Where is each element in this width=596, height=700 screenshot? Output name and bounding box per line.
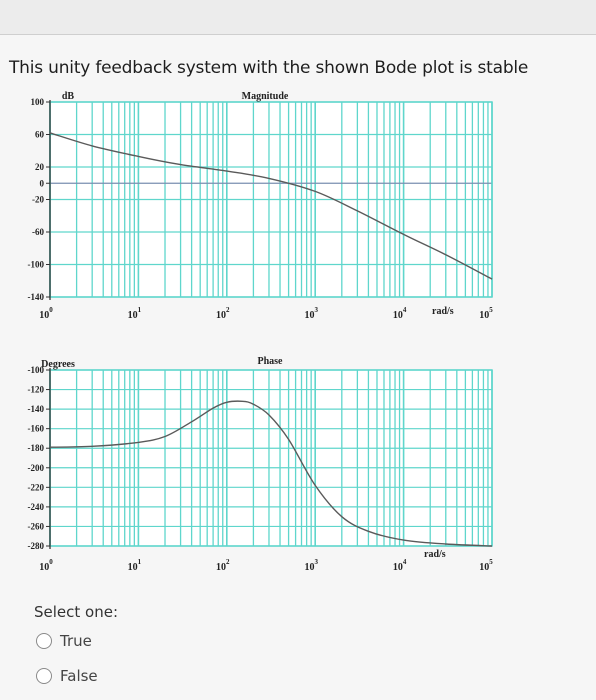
magnitude-y-tick-label: 100: [31, 97, 45, 107]
magnitude-title: Magnitude: [242, 91, 289, 102]
phase-y-label: Degrees: [41, 359, 75, 370]
magnitude-y-tick-label: -100: [28, 260, 45, 270]
phase-x-tick-label: 102: [216, 558, 230, 573]
window-top-strip: [0, 0, 596, 35]
phase-y-tick-label: -240: [28, 502, 45, 512]
phase-x-tick-label: 100: [39, 558, 53, 573]
magnitude-y-tick-label: -140: [28, 292, 45, 302]
phase-x-tick-label: 104: [393, 558, 407, 573]
magnitude-x-tick-label: 105: [479, 306, 493, 321]
magnitude-y-tick-label: -20: [32, 195, 44, 205]
magnitude-x-tick-label: 101: [128, 306, 142, 321]
phase-y-tick-label: -280: [28, 541, 45, 551]
option-true[interactable]: True: [36, 632, 92, 650]
phase-y-tick-label: -140: [28, 404, 45, 414]
phase-y-tick-label: -220: [28, 482, 45, 492]
phase-x-tick-label: 101: [128, 558, 142, 573]
bode-plot: 100 60 20 0 -20 -60 -100 -140 100 101 102 103 104 105…: [28, 91, 494, 573]
phase-x-unit-label: rad/s: [424, 549, 446, 560]
select-one-label: Select one:: [34, 603, 119, 621]
phase-y-tick-label: -160: [28, 424, 45, 434]
magnitude-curve: [49, 132, 493, 280]
phase-y-tick-label: -180: [28, 443, 45, 453]
magnitude-y-tick-label: -60: [32, 227, 44, 237]
phase-plot-area: [50, 370, 492, 546]
phase-x-tick-label: 105: [479, 558, 493, 573]
magnitude-y-tick-label: 60: [35, 130, 45, 140]
magnitude-y-tick-label: 0: [40, 178, 45, 188]
radio-true[interactable]: [36, 633, 52, 649]
magnitude-y-tick-label: 20: [35, 162, 45, 172]
phase-y-tick-label: -100: [28, 365, 45, 375]
phase-y-tick-label: -260: [28, 521, 45, 531]
magnitude-y-label: dB: [62, 91, 75, 102]
magnitude-x-unit-label: rad/s: [432, 306, 454, 317]
phase-y-tick-label: -200: [28, 463, 45, 473]
magnitude-x-tick-label: 103: [304, 306, 318, 321]
phase-curve: [49, 400, 493, 547]
question-text: This unity feedback system with the show…: [9, 58, 529, 78]
option-false-label: False: [60, 667, 98, 685]
option-false[interactable]: False: [36, 667, 98, 685]
magnitude-x-tick-label: 104: [393, 306, 407, 321]
radio-false[interactable]: [36, 668, 52, 684]
phase-x-tick-label: 103: [304, 558, 318, 573]
magnitude-x-tick-label: 102: [216, 306, 230, 321]
phase-y-tick-label: -120: [28, 385, 45, 395]
magnitude-x-tick-label: 100: [39, 306, 53, 321]
phase-title: Phase: [258, 356, 284, 367]
option-true-label: True: [60, 632, 92, 650]
